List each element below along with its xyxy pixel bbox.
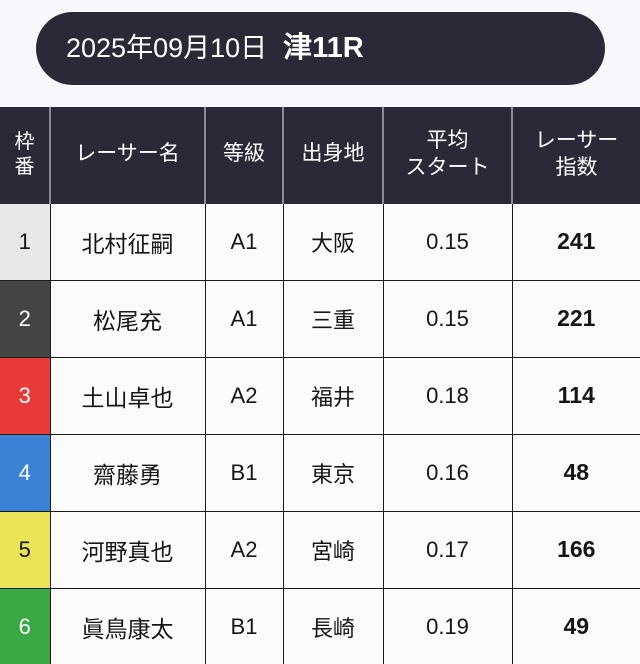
column-header-average-start-line-1: 平均	[426, 128, 469, 152]
average-start-cell: 0.19	[382, 588, 513, 664]
racer-class-cell: A1	[204, 280, 284, 358]
racer-hometown-cell: 長崎	[282, 588, 384, 664]
lane-number-cell: 3	[0, 357, 51, 435]
racer-name-cell: 土山卓也	[49, 357, 206, 435]
racer-table: 枠 番 レーサー名 等級 出身地 平均 スタート レーサー	[0, 107, 640, 664]
average-start-cell: 0.15	[382, 202, 513, 281]
column-header-average-start: 平均 スタート	[383, 107, 513, 204]
racer-index-cell: 241	[511, 202, 640, 281]
racer-name-cell: 松尾充	[49, 280, 206, 358]
racer-hometown-cell: 福井	[282, 357, 384, 435]
racer-class-cell: B1	[204, 588, 284, 664]
racer-class-cell: A2	[204, 511, 284, 589]
column-header-hometown: 出身地	[283, 107, 384, 204]
race-venue-number: 津11R	[283, 32, 364, 64]
average-start-cell: 0.16	[382, 434, 513, 512]
column-header-racer-index-line-1: レーサー	[534, 128, 619, 152]
racer-name-cell: 眞鳥康太	[49, 588, 206, 664]
lane-number-cell: 1	[0, 202, 51, 281]
racer-hometown-cell: 大阪	[282, 202, 384, 281]
lane-number-cell: 2	[0, 280, 51, 358]
racer-index-cell: 49	[511, 588, 640, 664]
lane-number-cell: 4	[0, 434, 51, 512]
race-title-pill: 2025年09月10日 津11R	[36, 12, 605, 85]
racer-hometown-cell: 東京	[282, 434, 384, 512]
racer-class-cell: B1	[204, 434, 284, 512]
column-header-class: 等級	[205, 107, 284, 204]
average-start-cell: 0.15	[382, 280, 513, 358]
column-header-racer-index-line-2: 指数	[555, 155, 598, 179]
race-date: 2025年09月10日	[66, 33, 268, 63]
table-row[interactable]: 6 眞鳥康太 B1 長崎 0.19 49	[0, 588, 640, 664]
column-header-racer-index: レーサー 指数	[512, 107, 640, 204]
column-header-lane-line-2: 番	[14, 155, 35, 178]
column-header-hometown-line-1: 出身地	[301, 142, 365, 166]
racer-name-cell: 北村征嗣	[49, 202, 206, 281]
column-header-lane-line-1: 枠	[14, 130, 35, 153]
table-row[interactable]: 2 松尾充 A1 三重 0.15 221	[0, 280, 640, 358]
racer-name-cell: 齋藤勇	[49, 434, 206, 512]
column-header-name-line-1: レーサー名	[75, 142, 180, 166]
racer-table-body: 1 北村征嗣 A1 大阪 0.15 241 2 松尾充 A1 三重 0.15 221 3 土山卓也 A2 福井…	[0, 202, 640, 664]
racer-table-head: 枠 番 レーサー名 等級 出身地 平均 スタート レーサー	[0, 107, 640, 204]
average-start-cell: 0.18	[382, 357, 513, 435]
lane-number-cell: 5	[0, 511, 51, 589]
racer-name-cell: 河野真也	[49, 511, 206, 589]
racer-index-cell: 166	[511, 511, 640, 589]
lane-number-cell: 6	[0, 588, 51, 664]
table-row[interactable]: 4 齋藤勇 B1 東京 0.16 48	[0, 434, 640, 512]
column-header-name: レーサー名	[50, 107, 206, 204]
column-header-average-start-line-2: スタート	[405, 155, 490, 179]
racer-index-cell: 114	[511, 357, 640, 435]
racer-class-cell: A2	[204, 357, 284, 435]
column-header-lane: 枠 番	[0, 107, 51, 204]
racer-index-cell: 48	[511, 434, 640, 512]
table-row[interactable]: 5 河野真也 A2 宮崎 0.17 166	[0, 511, 640, 589]
column-header-class-line-1: 等級	[223, 142, 265, 166]
average-start-cell: 0.17	[382, 511, 513, 589]
table-row[interactable]: 3 土山卓也 A2 福井 0.18 114	[0, 357, 640, 435]
table-row[interactable]: 1 北村征嗣 A1 大阪 0.15 241	[0, 202, 640, 281]
racer-hometown-cell: 三重	[282, 280, 384, 358]
racer-hometown-cell: 宮崎	[282, 511, 384, 589]
racer-table-container: 枠 番 レーサー名 等級 出身地 平均 スタート レーサー	[0, 107, 640, 664]
race-title-bar: 2025年09月10日 津11R	[0, 0, 640, 85]
racer-class-cell: A1	[204, 202, 284, 281]
racer-index-cell: 221	[511, 280, 640, 358]
table-header-row: 枠 番 レーサー名 等級 出身地 平均 スタート レーサー	[0, 107, 640, 204]
